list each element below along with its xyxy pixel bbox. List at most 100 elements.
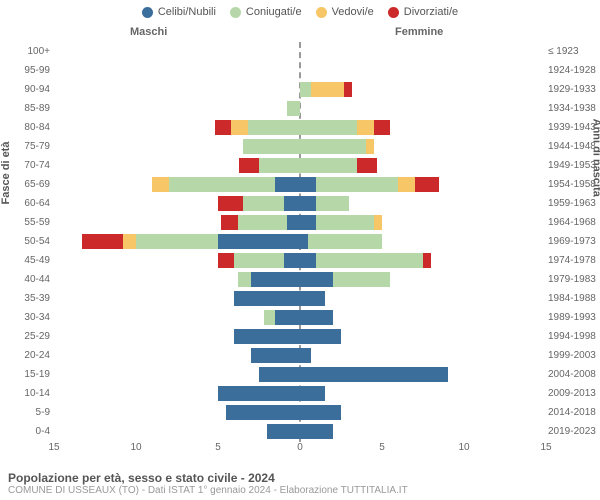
age-label: 100+ — [2, 42, 50, 61]
age-row: 50-541969-1973 — [54, 232, 546, 251]
bar-segment-male — [221, 215, 237, 230]
bar-area — [54, 101, 546, 116]
age-row: 10-142009-2013 — [54, 384, 546, 403]
age-row: 25-291994-1998 — [54, 327, 546, 346]
bar-segment-female — [316, 253, 423, 268]
legend-item: Divorziati/e — [388, 6, 458, 18]
age-row: 65-691954-1958 — [54, 175, 546, 194]
bar-segment-female — [311, 82, 344, 97]
bar-area — [54, 405, 546, 420]
age-label: 30-34 — [2, 308, 50, 327]
x-axis: 15105051015 — [54, 442, 546, 460]
bar-area — [54, 177, 546, 192]
bar-segment-female — [300, 120, 357, 135]
age-row: 70-741949-1953 — [54, 156, 546, 175]
bar-area — [54, 424, 546, 439]
bar-area — [54, 272, 546, 287]
age-label: 50-54 — [2, 232, 50, 251]
bar-segment-male — [275, 177, 300, 192]
year-label: 1994-1998 — [548, 327, 600, 346]
header-male: Maschi — [130, 26, 167, 38]
bar-segment-female — [300, 386, 325, 401]
x-tick: 10 — [458, 442, 469, 453]
age-label: 15-19 — [2, 365, 50, 384]
legend-item: Celibi/Nubili — [142, 6, 216, 18]
bar-segment-male — [231, 120, 247, 135]
bar-area — [54, 310, 546, 325]
bar-segment-female — [300, 253, 316, 268]
bar-segment-female — [300, 177, 316, 192]
bar-area — [54, 253, 546, 268]
bar-area — [54, 120, 546, 135]
age-label: 80-84 — [2, 118, 50, 137]
rows-container: 100+≤ 192395-991924-192890-941929-193385… — [54, 42, 546, 442]
legend-label: Celibi/Nubili — [158, 6, 216, 18]
legend-item: Coniugati/e — [230, 6, 302, 18]
bar-segment-male — [123, 234, 136, 249]
age-label: 60-64 — [2, 194, 50, 213]
chart-subtitle: COMUNE DI USSEAUX (TO) - Dati ISTAT 1° g… — [8, 485, 408, 496]
bar-segment-male — [267, 424, 300, 439]
bar-segment-female — [300, 329, 341, 344]
bar-segment-female — [300, 196, 316, 211]
bar-segment-male — [234, 291, 300, 306]
age-label: 55-59 — [2, 213, 50, 232]
age-label: 70-74 — [2, 156, 50, 175]
bar-segment-male — [239, 158, 259, 173]
bar-segment-female — [357, 158, 377, 173]
legend-swatch — [388, 7, 399, 18]
x-tick: 15 — [540, 442, 551, 453]
bar-area — [54, 291, 546, 306]
bar-segment-male — [275, 310, 300, 325]
year-label: 2014-2018 — [548, 403, 600, 422]
bar-area — [54, 44, 546, 59]
legend-swatch — [142, 7, 153, 18]
bar-area — [54, 348, 546, 363]
age-row: 95-991924-1928 — [54, 61, 546, 80]
age-label: 10-14 — [2, 384, 50, 403]
bar-segment-male — [226, 405, 300, 420]
year-label: 1964-1968 — [548, 213, 600, 232]
x-tick: 5 — [379, 442, 385, 453]
bar-segment-male — [259, 367, 300, 382]
age-label: 75-79 — [2, 137, 50, 156]
bar-segment-male — [82, 234, 123, 249]
year-label: 2019-2023 — [548, 422, 600, 441]
plot-area: 100+≤ 192395-991924-192890-941929-193385… — [54, 42, 546, 442]
bar-segment-male — [218, 234, 300, 249]
bar-segment-female — [300, 139, 366, 154]
bar-area — [54, 215, 546, 230]
bar-segment-female — [316, 196, 349, 211]
bar-segment-male — [251, 348, 300, 363]
bar-segment-male — [259, 158, 300, 173]
x-tick: 15 — [48, 442, 59, 453]
age-label: 25-29 — [2, 327, 50, 346]
legend: Celibi/Nubili Coniugati/e Vedovi/e Divorzia… — [0, 0, 600, 18]
bar-segment-male — [238, 215, 287, 230]
bar-segment-male — [243, 139, 300, 154]
bar-segment-male — [287, 215, 300, 230]
age-row: 85-891934-1938 — [54, 99, 546, 118]
age-row: 20-241999-2003 — [54, 346, 546, 365]
age-row: 90-941929-1933 — [54, 80, 546, 99]
bar-segment-female — [374, 120, 390, 135]
age-label: 5-9 — [2, 403, 50, 422]
year-label: 1924-1928 — [548, 61, 600, 80]
year-label: 1944-1948 — [548, 137, 600, 156]
chart-title: Popolazione per età, sesso e stato civil… — [8, 471, 408, 485]
population-pyramid: Celibi/Nubili Coniugati/e Vedovi/e Divorzia… — [0, 0, 600, 500]
bar-area — [54, 386, 546, 401]
year-label: 1929-1933 — [548, 80, 600, 99]
age-row: 45-491974-1978 — [54, 251, 546, 270]
year-label: 1974-1978 — [548, 251, 600, 270]
bar-area — [54, 196, 546, 211]
year-label: 1969-1973 — [548, 232, 600, 251]
legend-item: Vedovi/e — [316, 6, 374, 18]
bar-area — [54, 329, 546, 344]
bar-segment-female — [300, 310, 333, 325]
age-row: 35-391984-1988 — [54, 289, 546, 308]
age-label: 65-69 — [2, 175, 50, 194]
bar-segment-female — [300, 272, 333, 287]
bar-segment-female — [300, 82, 311, 97]
x-tick: 5 — [215, 442, 221, 453]
